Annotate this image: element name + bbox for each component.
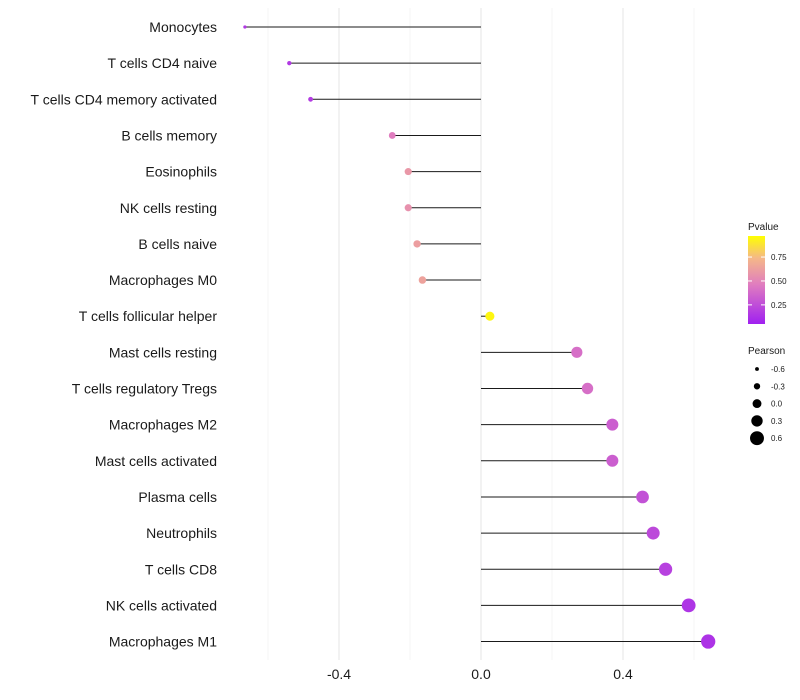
- data-point: [658, 562, 673, 576]
- category-label: Monocytes: [149, 19, 217, 35]
- category-label: B cells memory: [121, 127, 217, 143]
- color-legend-tick-label: 0.75: [771, 253, 787, 262]
- points: [243, 25, 716, 649]
- size-legend-label: 0.3: [771, 417, 783, 426]
- size-legend-title: Pearson: [748, 346, 785, 357]
- category-label: Plasma cells: [138, 489, 217, 505]
- data-point: [404, 168, 412, 176]
- data-point: [485, 311, 495, 321]
- category-label: NK cells activated: [106, 597, 217, 613]
- category-label: Mast cells activated: [95, 453, 217, 469]
- x-tick-label: -0.4: [327, 666, 351, 682]
- data-point: [413, 240, 421, 248]
- category-label: Neutrophils: [146, 525, 217, 541]
- category-label: B cells naive: [138, 236, 217, 252]
- data-point: [388, 132, 396, 139]
- category-label: Macrophages M1: [109, 634, 217, 650]
- data-point: [581, 382, 594, 395]
- category-label: Eosinophils: [145, 164, 217, 180]
- color-legend-bar: [748, 236, 765, 324]
- data-point: [243, 25, 247, 29]
- category-label: Macrophages M0: [109, 272, 217, 288]
- grid: [267, 8, 695, 660]
- data-point: [308, 96, 314, 102]
- size-legend-dot: [753, 383, 761, 390]
- size-legend-label: -0.6: [771, 365, 785, 374]
- data-point: [606, 454, 619, 467]
- color-legend-tick-label: 0.25: [771, 301, 787, 310]
- data-point: [681, 598, 696, 613]
- data-point: [418, 276, 427, 284]
- color-legend-tick-label: 0.50: [771, 277, 787, 286]
- x-tick-label: 0.0: [471, 666, 491, 682]
- data-point: [636, 490, 649, 504]
- category-label: T cells follicular helper: [79, 308, 218, 324]
- data-point: [646, 526, 660, 540]
- color-legend-title: Pvalue: [748, 222, 779, 233]
- size-legend-dot: [750, 431, 764, 446]
- category-labels: Monocytes T cells CD4 naive T cells CD4 me…: [31, 19, 218, 650]
- category-label: T cells CD4 naive: [108, 55, 218, 71]
- data-point: [287, 60, 292, 66]
- category-label: T cells CD4 memory activated: [31, 91, 217, 107]
- size-legend-items: -0.6 -0.3 0.0 0.3 0.6: [750, 365, 785, 446]
- size-legend-dot: [751, 415, 763, 427]
- size-legend-dot: [752, 399, 762, 409]
- data-point: [606, 418, 619, 431]
- size-legend-label: 0.0: [771, 400, 783, 409]
- category-label: T cells CD8: [145, 561, 217, 577]
- size-legend-label: 0.6: [771, 434, 783, 443]
- x-tick-labels: -0.4 0.0 0.4: [327, 666, 633, 682]
- data-point: [701, 634, 716, 649]
- stems: [244, 26, 709, 643]
- size-legend-label: -0.3: [771, 382, 785, 391]
- category-label: Macrophages M2: [109, 417, 217, 433]
- category-label: T cells regulatory Tregs: [72, 381, 217, 397]
- x-tick-label: 0.4: [613, 666, 633, 682]
- category-label: NK cells resting: [120, 200, 217, 216]
- size-legend-dot: [755, 367, 759, 371]
- data-point: [571, 346, 583, 358]
- data-point: [404, 204, 412, 212]
- color-legend-ticks: 0.75 0.50 0.25: [748, 253, 787, 310]
- legend: Pvalue 0.75 0.50 0.25 Pearson -0.6 -0.3 0.0 0…: [748, 222, 787, 446]
- category-label: Mast cells resting: [109, 344, 217, 360]
